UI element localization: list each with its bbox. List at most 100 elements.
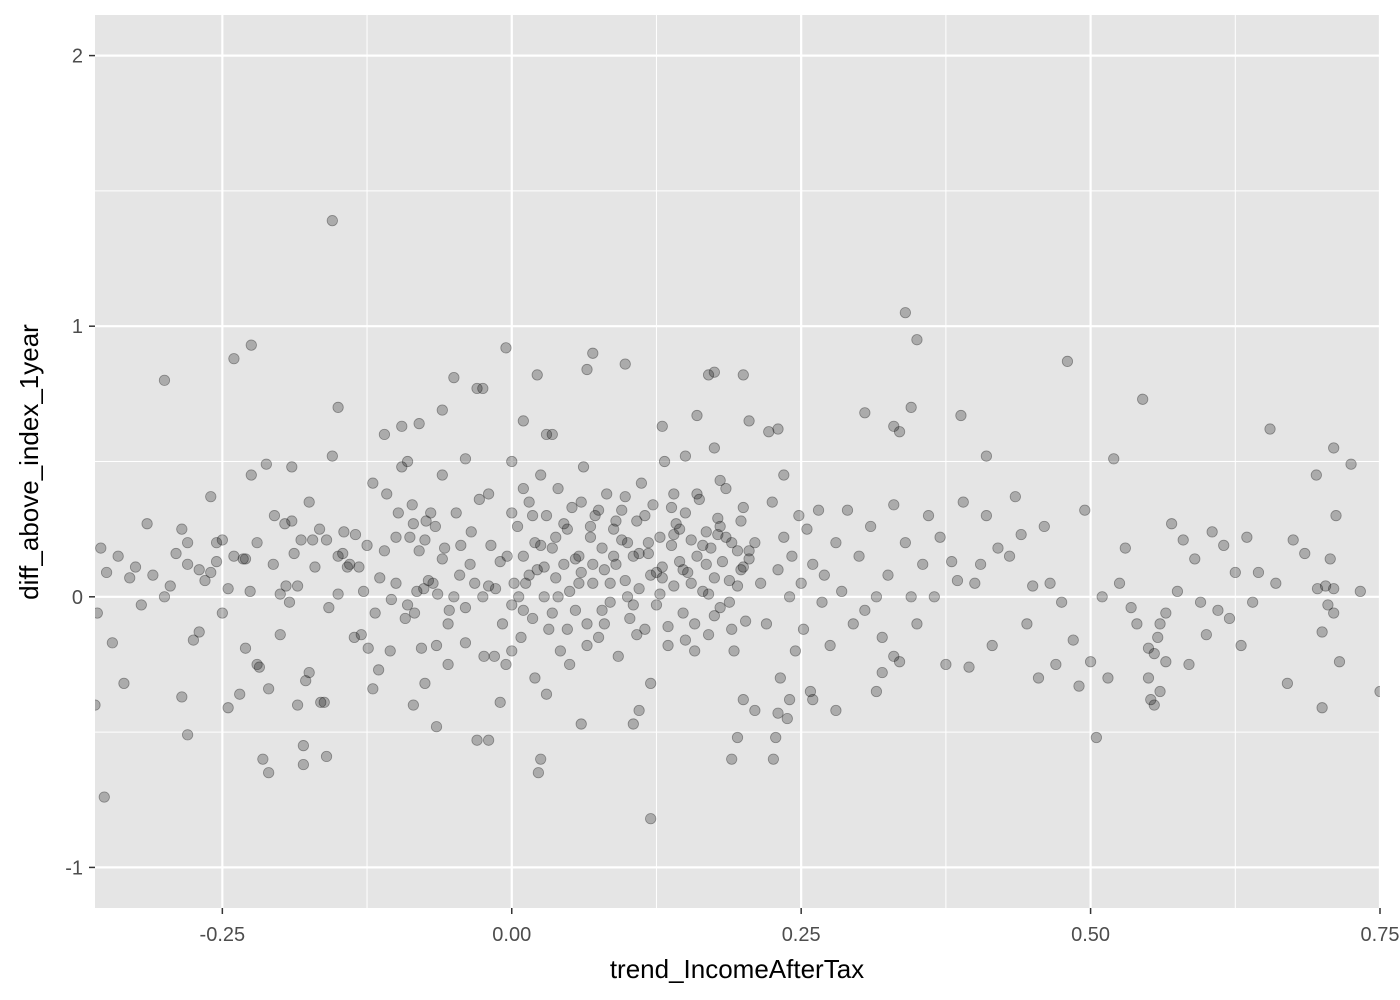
data-point	[392, 507, 404, 519]
y-axis-title: diff_above_index_1year	[14, 324, 44, 600]
data-point	[406, 499, 418, 511]
data-point	[708, 366, 720, 378]
data-point	[621, 591, 634, 603]
data-point	[726, 623, 738, 635]
data-point	[439, 542, 451, 554]
data-point	[679, 634, 692, 646]
data-point	[517, 415, 529, 427]
data-point	[384, 645, 396, 657]
data-point	[506, 455, 518, 468]
data-point	[216, 607, 228, 619]
data-point	[260, 458, 272, 470]
data-point	[390, 577, 402, 589]
data-point	[911, 334, 923, 346]
data-point	[627, 718, 639, 730]
data-point	[517, 482, 529, 495]
data-point	[679, 507, 692, 519]
data-point	[801, 523, 813, 535]
data-point	[728, 645, 740, 657]
data-point	[760, 618, 773, 630]
data-point	[980, 510, 992, 522]
data-point	[1229, 566, 1241, 579]
data-point	[587, 577, 599, 589]
data-point	[755, 577, 767, 589]
data-point	[401, 599, 414, 611]
data-point	[523, 569, 535, 581]
data-point	[1079, 504, 1091, 516]
data-point	[239, 642, 252, 654]
data-point	[793, 510, 805, 522]
y-tick-label: 2	[72, 46, 83, 68]
data-point	[234, 688, 246, 700]
data-point	[176, 691, 188, 703]
data-point	[587, 347, 599, 359]
data-point	[332, 550, 344, 562]
data-point	[1183, 658, 1195, 671]
data-point	[369, 607, 381, 619]
data-point	[550, 531, 562, 543]
data-point	[531, 564, 543, 576]
data-point	[1218, 539, 1230, 551]
data-point	[100, 566, 113, 579]
data-point	[1235, 639, 1247, 652]
data-point	[723, 596, 735, 608]
data-point	[546, 542, 558, 554]
data-point	[413, 545, 425, 557]
data-point	[494, 696, 506, 708]
data-point	[1142, 642, 1155, 654]
data-point	[716, 556, 729, 568]
data-point	[535, 539, 547, 551]
data-point	[546, 607, 558, 619]
data-point	[478, 650, 490, 662]
y-tick-label: 1	[72, 316, 83, 338]
data-point	[737, 561, 749, 573]
data-point	[494, 556, 506, 568]
data-point	[455, 539, 467, 551]
data-point	[1316, 702, 1328, 714]
data-point	[1311, 583, 1324, 595]
data-point	[737, 369, 749, 381]
data-point	[749, 704, 761, 717]
data-point	[318, 696, 330, 708]
data-point	[1223, 612, 1236, 625]
data-point	[928, 591, 940, 603]
data-point	[1310, 469, 1322, 481]
data-point	[616, 534, 628, 546]
data-point	[251, 537, 263, 549]
data-point	[526, 612, 539, 625]
data-point	[795, 577, 807, 589]
data-point	[540, 688, 553, 700]
data-point	[98, 791, 110, 803]
data-point	[888, 499, 900, 511]
data-point	[592, 504, 605, 516]
data-point	[222, 702, 234, 714]
data-point	[210, 556, 223, 568]
data-point	[589, 510, 601, 522]
data-point	[558, 558, 570, 570]
data-point	[95, 699, 101, 711]
data-point	[955, 409, 967, 422]
data-point	[1145, 694, 1157, 706]
data-point	[415, 642, 428, 654]
data-point	[575, 496, 587, 508]
data-point	[581, 618, 593, 630]
data-point	[288, 547, 300, 560]
data-point	[708, 572, 720, 584]
data-point	[464, 558, 476, 570]
data-point	[670, 518, 682, 530]
data-point	[1084, 656, 1097, 668]
data-point	[633, 583, 645, 595]
data-point	[712, 512, 724, 524]
data-point	[496, 618, 509, 630]
data-point	[373, 664, 385, 676]
data-point	[422, 574, 435, 587]
data-point	[538, 591, 550, 603]
data-point	[511, 520, 524, 533]
data-point	[454, 569, 466, 581]
data-point	[899, 537, 911, 549]
data-point	[283, 596, 296, 608]
data-point	[540, 510, 553, 522]
data-point	[992, 542, 1004, 554]
data-point	[830, 537, 842, 549]
data-point	[624, 612, 636, 625]
